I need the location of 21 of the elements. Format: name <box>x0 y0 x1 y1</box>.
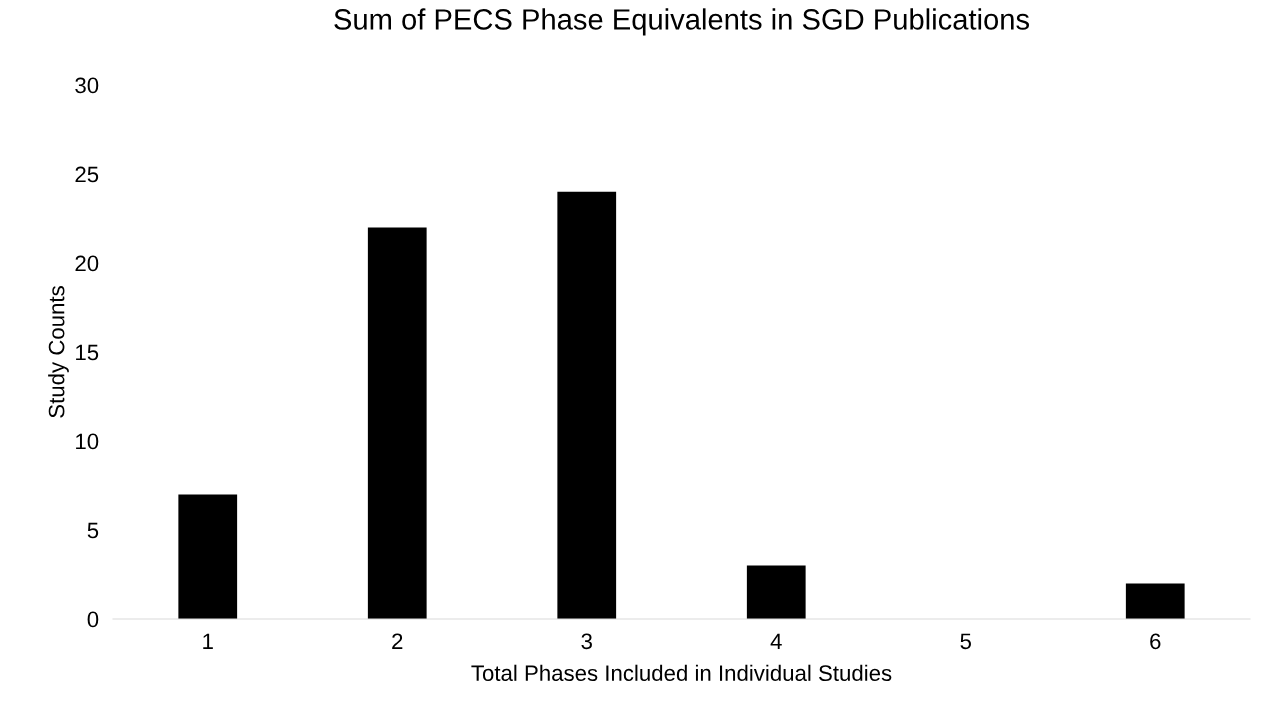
y-tick-label: 30 <box>75 77 99 94</box>
x-tick-label: 4 <box>770 633 782 649</box>
chart-title: Sum of PECS Phase Equivalents in SGD Publications <box>334 8 1030 36</box>
y-tick-label: 0 <box>87 611 99 628</box>
y-tick-label: 20 <box>75 255 99 272</box>
x-tick-label: 5 <box>960 633 971 650</box>
y-tick-label: 15 <box>76 344 99 361</box>
bar <box>746 565 806 619</box>
bar <box>178 494 238 619</box>
x-tick-label: 6 <box>1150 633 1161 650</box>
x-tick-label: 3 <box>581 633 592 650</box>
x-tick-label: 2 <box>392 633 403 649</box>
bar <box>1125 583 1185 619</box>
y-tick-label: 10 <box>76 433 99 450</box>
x-tick-label: 1 <box>203 633 213 649</box>
x-axis-title: Total Phases Included in Individual Studies <box>471 664 892 682</box>
y-tick-label: 5 <box>87 522 99 539</box>
bar <box>557 191 617 619</box>
y-tick-label: 25 <box>75 166 99 183</box>
bar <box>367 227 427 619</box>
y-axis-title: Study Counts <box>48 286 69 418</box>
